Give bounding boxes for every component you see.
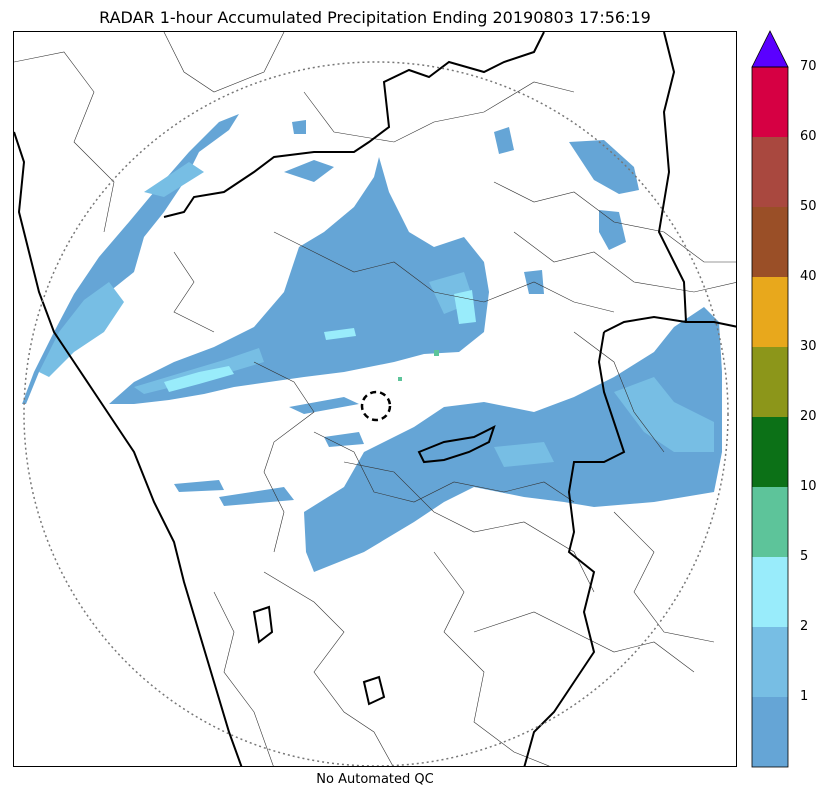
- colorbar-segment-50-60: [752, 137, 788, 207]
- radar-map-canvas: [14, 32, 736, 766]
- radar-site-marker: [360, 390, 392, 422]
- colorbar: [751, 30, 789, 768]
- colorbar-segment-30-40: [752, 277, 788, 347]
- colorbar-tick-label: 70: [800, 59, 817, 74]
- colorbar-segment-60-70: [752, 67, 788, 137]
- colorbar-segment-10-20: [752, 417, 788, 487]
- colorbar-tick-label: 5: [800, 549, 809, 564]
- map-title: RADAR 1-hour Accumulated Precipitation E…: [99, 8, 651, 27]
- precip-2-5-layer: [164, 290, 476, 392]
- precip-0-1-layer: [22, 114, 722, 572]
- colorbar-segment-1-2: [752, 627, 788, 697]
- precip-5-10-layer: [398, 350, 439, 381]
- colorbar-segment-40-50: [752, 207, 788, 277]
- colorbar-extend-arrow: [751, 30, 789, 68]
- colorbar-canvas: [751, 30, 789, 768]
- district-boundaries: [14, 32, 736, 766]
- colorbar-tick-label: 1: [800, 689, 809, 704]
- qc-note: No Automated QC: [316, 772, 434, 787]
- range-ring: [23, 61, 729, 766]
- colorbar-tick-label: 50: [800, 199, 817, 214]
- colorbar-tick-label: 60: [800, 129, 817, 144]
- colorbar-segment-20-30: [752, 347, 788, 417]
- colorbar-segment-2-5: [752, 557, 788, 627]
- radar-map: [13, 31, 737, 767]
- colorbar-segment-5-10: [752, 487, 788, 557]
- colorbar-segment-0-1: [752, 697, 788, 767]
- colorbar-tick-label: 2: [800, 619, 809, 634]
- colorbar-tick-label: 40: [800, 269, 817, 284]
- colorbar-tick-label: 30: [800, 339, 817, 354]
- state-boundaries: [14, 32, 736, 766]
- colorbar-tick-label: 10: [800, 479, 817, 494]
- colorbar-tick-label: 20: [800, 409, 817, 424]
- precip-1-2-layer: [39, 162, 714, 467]
